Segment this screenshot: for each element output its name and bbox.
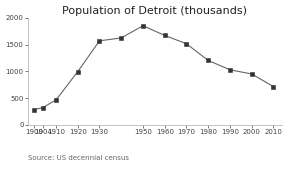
Title: Population of Detroit (thousands): Population of Detroit (thousands)	[62, 6, 247, 15]
Text: Source: US decennial census: Source: US decennial census	[28, 155, 129, 161]
